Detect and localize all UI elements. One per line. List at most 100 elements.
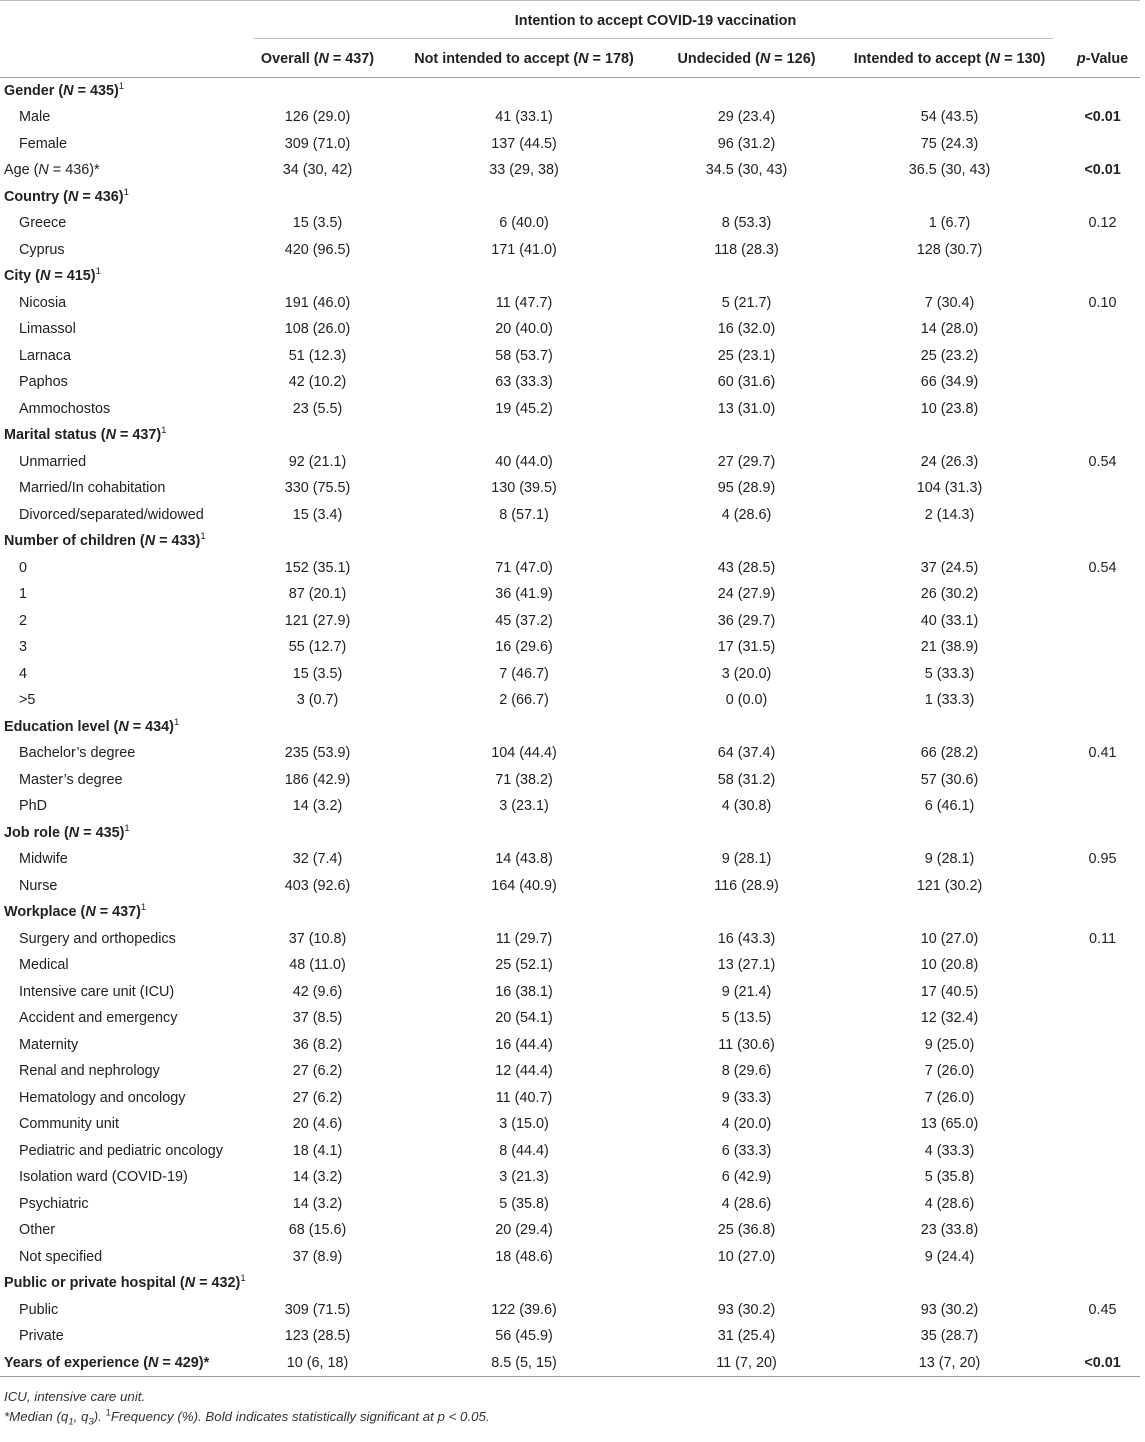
cell-col-2: 9 (28.1) (721, 851, 772, 868)
footnote-q1: q (60, 1408, 69, 1424)
row-label: Pediatric and pediatric oncology (19, 1142, 223, 1159)
cell-col-1: 8 (44.4) (499, 1142, 549, 1159)
cell-col-0: 42 (9.6) (292, 983, 343, 1000)
row-label: Accident and emergency (19, 1010, 178, 1027)
section-row: Job role (N = 435)1 (0, 820, 1140, 847)
group-title: Intention to accept COVID-19 vaccination (514, 13, 797, 29)
table-row: Maternity 36 (8.2) 16 (44.4) 11 (30.6) 9 (25… (0, 1032, 1140, 1059)
cell-col-3: 57 (30.6) (920, 771, 979, 788)
cell-col-0: 15 (3.4) (292, 506, 343, 523)
table-row: 2 121 (27.9) 45 (37.2) 36 (29.7) 40 (33.1) (0, 608, 1140, 635)
cell-col-3: 23 (33.8) (920, 1222, 979, 1239)
table-row: Renal and nephrology 27 (6.2) 12 (44.4) 8 (… (0, 1058, 1140, 1085)
cell-col-2: 5 (21.7) (721, 294, 772, 311)
cell-col-2: 60 (31.6) (717, 374, 776, 391)
demographics-table: Intention to accept COVID-19 vaccination… (0, 0, 1141, 1377)
section-n-var: N (147, 1354, 159, 1371)
section-n-var: N (67, 188, 79, 205)
cell-col-3: 13 (65.0) (920, 1116, 979, 1133)
table-row: Paphos 42 (10.2) 63 (33.3) 60 (31.6) 66 (34.… (0, 369, 1140, 396)
cell-col-1: 11 (40.7) (495, 1089, 553, 1106)
cell-col-3: 13 (7, 20) (834, 1349, 1066, 1377)
cell-col-3: 7 (26.0) (924, 1089, 975, 1106)
cell-col-3 (834, 1270, 1065, 1297)
cell-col-0: 309 (71.0) (284, 135, 351, 152)
cell-col-0: 48 (11.0) (289, 957, 346, 974)
cell-col-0: 37 (10.8) (288, 930, 347, 947)
column-header-n: N (318, 50, 329, 67)
p-value (1065, 396, 1140, 423)
row-label: Medical (19, 957, 69, 974)
footnote-comma: , (73, 1408, 82, 1424)
footnote-freq-text: Frequency (%). Bold indicates statistica… (110, 1408, 490, 1424)
frequency-mark: 1 (123, 186, 129, 198)
row-label: PhD (19, 798, 47, 815)
pvalue-column-header: p-Value (1065, 40, 1141, 78)
section-row: Years of experience (N = 429)* 10 (6, 18)… (0, 1349, 1141, 1377)
frequency-mark: 1 (124, 822, 130, 834)
cell-col-2: 17 (31.5) (717, 639, 776, 656)
row-label: >5 (19, 692, 36, 709)
cell-col-0 (246, 422, 389, 449)
cell-col-3: 7 (30.4) (924, 294, 975, 311)
column-header-0: Overall (N = 437) (246, 40, 389, 78)
row-label: Psychiatric (19, 1195, 89, 1212)
cell-col-3: 17 (40.5) (920, 983, 979, 1000)
table-row: Limassol 108 (26.0) 20 (40.0) 16 (32.0) 14 (… (0, 316, 1140, 343)
cell-col-3: 104 (31.3) (916, 480, 983, 497)
section-n-var: N (85, 904, 96, 921)
section-n-var: N (105, 427, 116, 444)
cell-col-3: 21 (38.9) (920, 639, 979, 656)
cell-col-3 (834, 422, 1065, 449)
cell-col-1: 5 (35.8) (499, 1195, 549, 1212)
cell-col-2: 4 (28.6) (721, 1195, 772, 1212)
cell-col-3: 25 (23.2) (920, 347, 979, 364)
cell-col-0: 34 (30, 42) (282, 162, 353, 179)
table-row: Isolation ward (COVID-19) 14 (3.2) 3 (21.3… (0, 1164, 1140, 1191)
row-label: Not specified (19, 1248, 103, 1265)
footnote-q1-sub: 1 (68, 1416, 74, 1428)
column-header-2: Undecided (N = 126) (659, 40, 834, 78)
table-row: 3 55 (12.7) 16 (29.6) 17 (31.5) 21 (38.9) (0, 634, 1140, 661)
cell-col-0 (246, 714, 389, 741)
cell-col-0: 15 (3.5) (292, 665, 343, 682)
cell-col-3: 9 (24.4) (924, 1248, 975, 1265)
cell-col-3: 9 (25.0) (924, 1036, 975, 1053)
table-row: Married/In cohabitation 330 (75.5) 130 (39… (0, 475, 1140, 502)
row-label: Intensive care unit (ICU) (19, 983, 175, 1000)
row-label: Job role (N = 435)1 (4, 822, 130, 841)
row-label: Public (19, 1301, 59, 1318)
row-label: Nicosia (19, 294, 67, 311)
cell-col-0: 37 (8.9) (292, 1248, 343, 1265)
cell-col-0: 186 (42.9) (284, 771, 351, 788)
table-row: Hematology and oncology 27 (6.2) 11 (40.7)… (0, 1085, 1140, 1112)
cell-col-2: 4 (30.8) (721, 798, 772, 815)
table-body: Gender (N = 435)1 Male 126 (29.0) 41 (33.1)… (0, 78, 1141, 1377)
cell-col-3: 6 (46.1) (924, 798, 975, 815)
p-value (1065, 952, 1140, 979)
p-value (1065, 184, 1140, 211)
cell-col-0: 403 (92.6) (284, 877, 351, 894)
p-value: 0.95 (1088, 851, 1117, 868)
cell-col-3: 12 (32.4) (920, 1010, 979, 1027)
cell-col-3: 4 (28.6) (924, 1195, 975, 1212)
cell-col-0: 15 (3.5) (292, 215, 343, 232)
cell-col-0: 123 (28.5) (284, 1328, 351, 1345)
row-label: Ammochostos (19, 400, 111, 417)
table-row: Psychiatric 14 (3.2) 5 (35.8) 4 (28.6) 4 (28… (0, 1191, 1140, 1218)
cell-col-2: 16 (32.0) (717, 321, 776, 338)
cell-col-1: 19 (45.2) (495, 400, 553, 417)
cell-col-0 (246, 78, 389, 105)
footnote-abbrev: ICU, intensive care unit. (4, 1388, 146, 1404)
cell-col-1: 3 (21.3) (499, 1169, 549, 1186)
cell-col-2: 64 (37.4) (717, 745, 776, 762)
p-value (1065, 475, 1140, 502)
table-row: Divorced/separated/widowed 15 (3.4) 8 (57.… (0, 502, 1140, 529)
section-row: Education level (N = 434)1 (0, 714, 1140, 741)
row-label: City (N = 415)1 (4, 266, 101, 285)
p-value (1065, 131, 1140, 158)
p-value (1065, 581, 1140, 608)
cell-col-1: 164 (40.9) (491, 877, 557, 894)
cell-col-0 (246, 184, 389, 211)
